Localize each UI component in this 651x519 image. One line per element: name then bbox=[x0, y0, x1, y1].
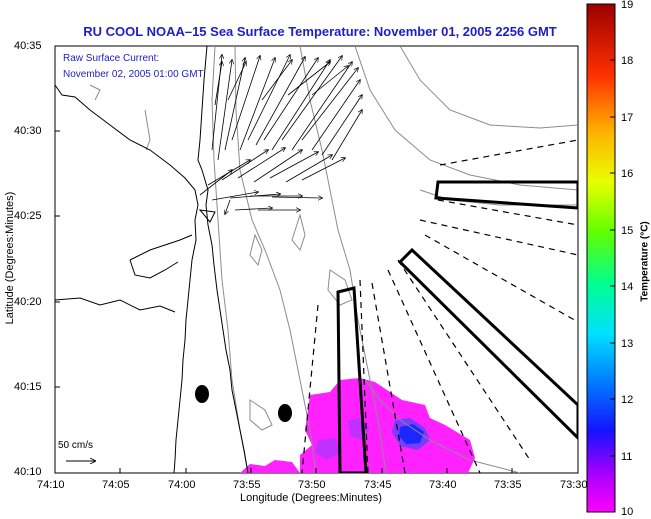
colorbar-tick-label: 11 bbox=[621, 451, 633, 463]
x-axis-label: Longitude (Degrees:Minutes) bbox=[240, 492, 382, 504]
x-tick-label: 73:40 bbox=[429, 479, 457, 491]
y-tick-label: 40:30 bbox=[14, 125, 42, 137]
radial-dashed-lines bbox=[301, 139, 578, 473]
x-tick-label: 73:35 bbox=[494, 479, 522, 491]
y-tick-label: 40:10 bbox=[14, 466, 42, 478]
scale-arrow-label: 50 cm/s bbox=[58, 440, 94, 451]
colorbar bbox=[586, 3, 616, 513]
colorbar-tick-label: 13 bbox=[621, 338, 634, 350]
y-tick-label: 40:35 bbox=[14, 40, 42, 52]
x-tick-label: 73:50 bbox=[298, 479, 326, 491]
overlay-text-line2: November 02, 2005 01:00 GMT bbox=[63, 69, 204, 80]
x-tick-label: 73:55 bbox=[233, 479, 261, 491]
surface-current-vectors bbox=[199, 55, 362, 214]
overlay-text-line1: Raw Surface Current: bbox=[63, 53, 160, 64]
coastline bbox=[55, 46, 249, 473]
colorbar-tick-label: 15 bbox=[621, 225, 634, 237]
station-marker-2 bbox=[278, 404, 292, 422]
station-marker-1 bbox=[195, 385, 209, 403]
y-tick-label: 40:20 bbox=[14, 296, 42, 308]
colorbar-tick-label: 10 bbox=[621, 506, 634, 518]
colorbar-label: Temperature (°C) bbox=[639, 221, 651, 302]
colorbar-tick-label: 12 bbox=[621, 394, 634, 406]
colorbar-tick-label: 18 bbox=[621, 55, 634, 67]
x-tick-label: 73:45 bbox=[364, 479, 392, 491]
map-title: RU COOL NOAA–15 Sea Surface Temperature:… bbox=[83, 24, 557, 39]
survey-boxes bbox=[336, 180, 578, 473]
colorbar-tick-marks bbox=[610, 3, 615, 513]
axis-tick-marks bbox=[54, 45, 579, 474]
colorbar-tick-label: 19 bbox=[621, 0, 634, 11]
x-tick-label: 74:05 bbox=[102, 479, 130, 491]
x-tick-label: 74:10 bbox=[37, 479, 65, 491]
x-tick-label: 73:30 bbox=[560, 479, 588, 491]
colorbar-tick-label: 14 bbox=[621, 281, 634, 293]
bathymetry-contours bbox=[89, 46, 578, 473]
colorbar-tick-label: 16 bbox=[621, 168, 634, 180]
x-tick-label: 74:00 bbox=[168, 479, 196, 491]
y-axis-label: Latitude (Degrees:Minutes) bbox=[4, 191, 16, 325]
y-tick-label: 40:15 bbox=[14, 381, 42, 393]
y-tick-label: 40:25 bbox=[14, 210, 42, 222]
colorbar-tick-label: 17 bbox=[621, 112, 634, 124]
